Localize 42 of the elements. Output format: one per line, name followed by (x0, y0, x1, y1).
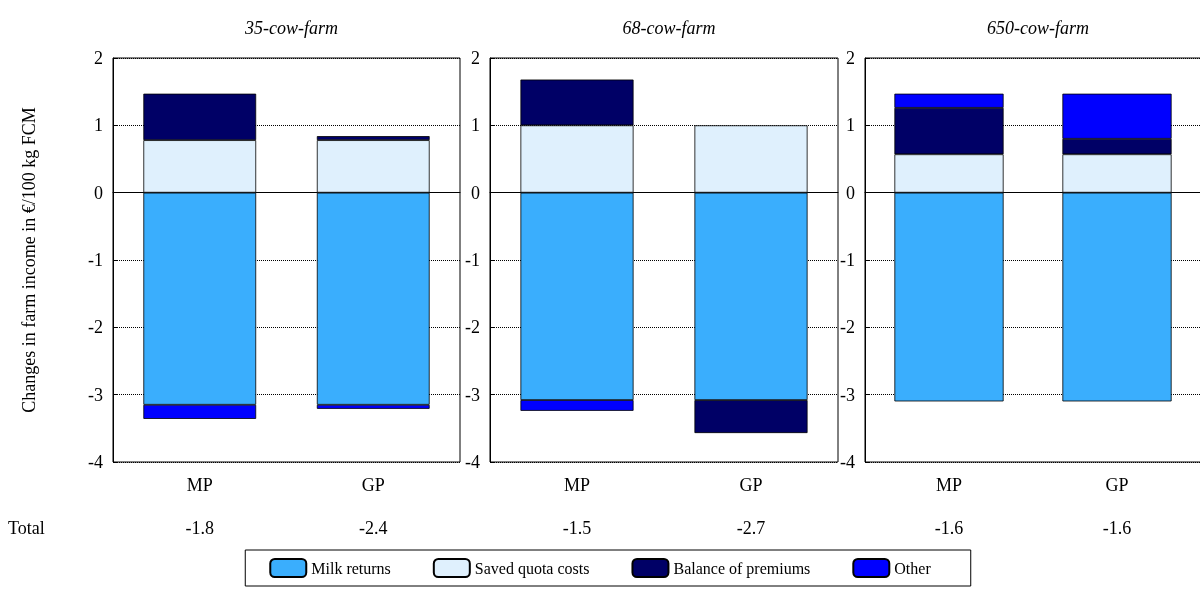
y-tick-label: 0 (471, 182, 480, 203)
y-tick-label: -2 (88, 317, 103, 338)
text: -1.8 (185, 518, 214, 538)
chart-title: 35-cow-farm (244, 18, 338, 38)
y-tick-label: -1 (465, 250, 480, 270)
y-tick-label: -1 (88, 250, 103, 270)
y-tick-label: 1 (471, 115, 480, 136)
y-tick-label: 0 (94, 182, 103, 203)
y-tick-label: -3 (88, 384, 103, 405)
chart-title: 68-cow-farm (622, 18, 716, 38)
legend-label: Saved quota costs (474, 559, 590, 578)
text: -2.4 (359, 518, 388, 538)
y-tick-label: 0 (846, 182, 855, 203)
legend-label: Balance of premiums (673, 559, 811, 578)
y-tick-label: -2 (840, 317, 855, 338)
y-tick-label: 2 (94, 48, 103, 68)
text: -1.5 (562, 518, 592, 538)
text: -1.6 (1102, 518, 1132, 538)
x-tick-label: GP (361, 475, 385, 495)
y-tick-label: -1 (840, 250, 855, 270)
y-tick-label: -2 (465, 317, 480, 338)
chart-title: 650-cow-farm (987, 18, 1089, 38)
y-tick-label: 1 (94, 115, 103, 136)
x-tick-label: MP (935, 475, 963, 495)
y-tick-label: -3 (465, 384, 480, 405)
y-tick-label: -4 (465, 452, 480, 472)
x-tick-label: MP (186, 475, 213, 495)
x-tick-label: GP (1105, 475, 1129, 495)
y-tick-label: -3 (840, 384, 855, 405)
x-tick-label: GP (739, 475, 763, 495)
x-tick-label: MP (563, 475, 591, 495)
y-axis-title: Changes in farm income in €/100 kg FCM (19, 107, 39, 413)
text: Total (8, 518, 45, 538)
text: -1.6 (934, 518, 964, 538)
legend-label: Milk returns (311, 559, 391, 577)
legend-label: Other (894, 559, 932, 577)
y-tick-label: -4 (88, 452, 103, 472)
y-tick-label: 1 (846, 115, 855, 136)
text: -2.7 (736, 518, 766, 538)
y-tick-label: 2 (471, 48, 480, 68)
y-tick-label: 2 (846, 48, 855, 68)
y-tick-label: -4 (840, 452, 855, 472)
